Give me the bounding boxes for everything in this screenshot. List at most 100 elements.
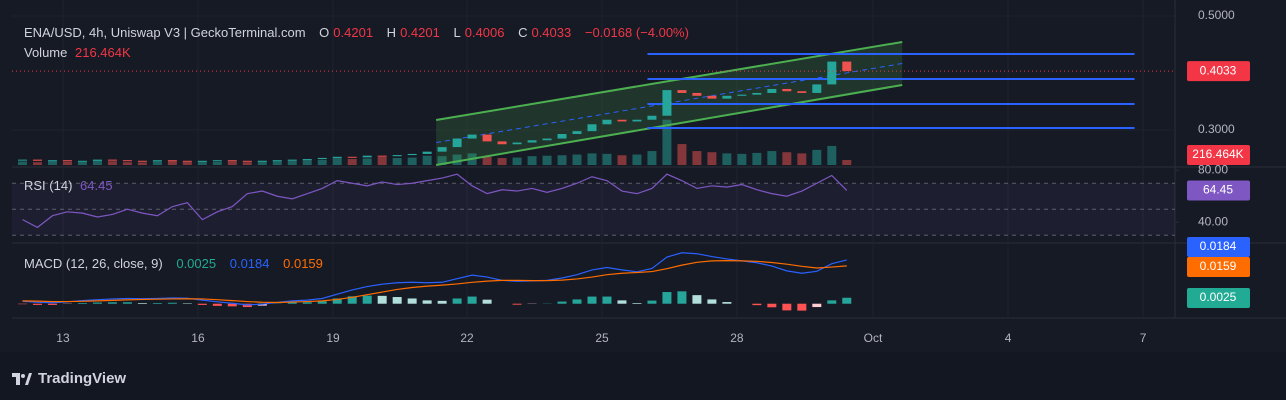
candle: [842, 61, 852, 72]
ohlc-label: C: [518, 25, 528, 40]
candle: [722, 95, 732, 99]
candle: [452, 138, 462, 148]
candle: [257, 160, 267, 162]
volume-bar: [272, 160, 282, 165]
macd-histogram-bar: [827, 300, 837, 304]
candle: [527, 140, 537, 143]
volume-bar: [842, 159, 852, 165]
macd-histogram-bar: [707, 299, 717, 304]
candle: [557, 133, 567, 139]
macd-histogram-bar: [617, 300, 627, 304]
rsi-line: [22, 173, 848, 229]
x-tick-label: 13: [56, 331, 70, 345]
y-tick-label: 0.3000: [1198, 122, 1235, 136]
rsi-tick-label: 40.00: [1198, 214, 1228, 228]
candle: [92, 159, 102, 161]
macd-histogram-bar: [692, 295, 702, 304]
volume-bar: [32, 162, 42, 165]
x-tick-label: 25: [595, 331, 609, 345]
signal-badge-bg: [1187, 257, 1250, 277]
macd-histogram-bar: [137, 303, 147, 304]
macd-value: 0.0184: [229, 256, 270, 271]
volume-bar: [212, 161, 222, 165]
volume-bar: [17, 161, 27, 165]
volume-bar: [377, 156, 387, 165]
macd-histogram-bar: [782, 303, 792, 311]
volume-bar: [437, 156, 447, 165]
candle: [62, 160, 72, 162]
volume-bar: [167, 161, 177, 165]
volume-title: Volume: [24, 45, 68, 60]
ohlc-label: L: [453, 25, 461, 40]
macd-histogram-bar: [392, 297, 402, 304]
candle: [212, 160, 222, 162]
macd-histogram-bar: [752, 303, 762, 306]
candle: [767, 88, 777, 93]
volume-bar: [392, 158, 402, 165]
macd-histogram-bar: [452, 298, 462, 304]
chart: 13 16 19 22 25 28 Oct 4 7 0.5000 0.3000 0.4033 216.4…: [0, 0, 1286, 352]
candle: [137, 160, 147, 162]
plot-background: [0, 0, 1286, 352]
price-change: −0.0168 (−4.00%): [584, 25, 689, 40]
candle: [122, 160, 132, 162]
volume-bar: [707, 152, 717, 165]
macd-histogram-bar: [152, 303, 162, 304]
histogram-badge: 0.0025: [1200, 290, 1237, 304]
candle: [812, 84, 822, 93]
macd-histogram-bar: [587, 296, 597, 304]
volume-bar: [77, 161, 87, 165]
x-tick-label: Oct: [864, 331, 883, 345]
volume-bar: [422, 155, 432, 165]
macd-line: [22, 260, 847, 304]
candle: [797, 91, 807, 93]
macd-histogram-bar: [482, 299, 492, 304]
macd-histogram-bar: [227, 303, 237, 307]
candle: [332, 156, 342, 158]
volume-bar: [122, 162, 132, 165]
candle: [617, 119, 627, 122]
volume-bar: [362, 158, 372, 165]
brand-logo: [12, 372, 32, 385]
brand-name: TradingView: [38, 370, 127, 387]
candle: [482, 134, 492, 142]
macd-signal-value: 0.0159: [283, 256, 323, 271]
volume-bar: [677, 144, 687, 165]
ohlc-value: 0.4201: [400, 25, 440, 40]
x-tick-label: 22: [460, 331, 474, 345]
macd-badge-bg: [1187, 237, 1250, 257]
macd-histogram-bar: [662, 292, 672, 304]
volume-bar: [497, 158, 507, 165]
volume-bar: [62, 161, 72, 165]
channel-lower: [435, 83, 903, 166]
candle: [362, 155, 372, 158]
volume-bar: [827, 145, 837, 165]
price-badge-bg: [1187, 61, 1250, 82]
candle: [347, 156, 357, 158]
rsi-title: RSI (14): [24, 178, 73, 193]
macd-histogram-bar: [302, 302, 312, 304]
macd-histogram-bar: [767, 303, 777, 308]
volume-bar: [317, 159, 327, 165]
macd-histogram-bar: [407, 298, 417, 304]
volume-bar: [587, 153, 597, 165]
volume-bar: [542, 155, 552, 165]
volume-bar: [137, 162, 147, 165]
x-tick-label: 19: [326, 331, 340, 345]
candle: [407, 153, 417, 156]
macd-histogram-bar: [572, 299, 582, 304]
symbol-title: ENA/USD, 4h, Uniswap V3 | GeckoTerminal.…: [24, 25, 306, 40]
macd-histogram-bar: [422, 300, 432, 304]
candle: [152, 160, 162, 162]
macd-histogram-bar: [812, 303, 822, 308]
candle: [302, 159, 312, 161]
candle: [377, 155, 387, 157]
candle: [677, 90, 687, 93]
ohlc-value: 0.4006: [464, 25, 505, 40]
rsi-legend: RSI (14) 64.45: [24, 178, 117, 194]
macd-histogram-bar: [107, 302, 117, 304]
x-tick-label: 7: [1140, 331, 1147, 345]
volume-bar: [152, 161, 162, 165]
volume-bar: [182, 161, 192, 165]
candle: [782, 88, 792, 92]
